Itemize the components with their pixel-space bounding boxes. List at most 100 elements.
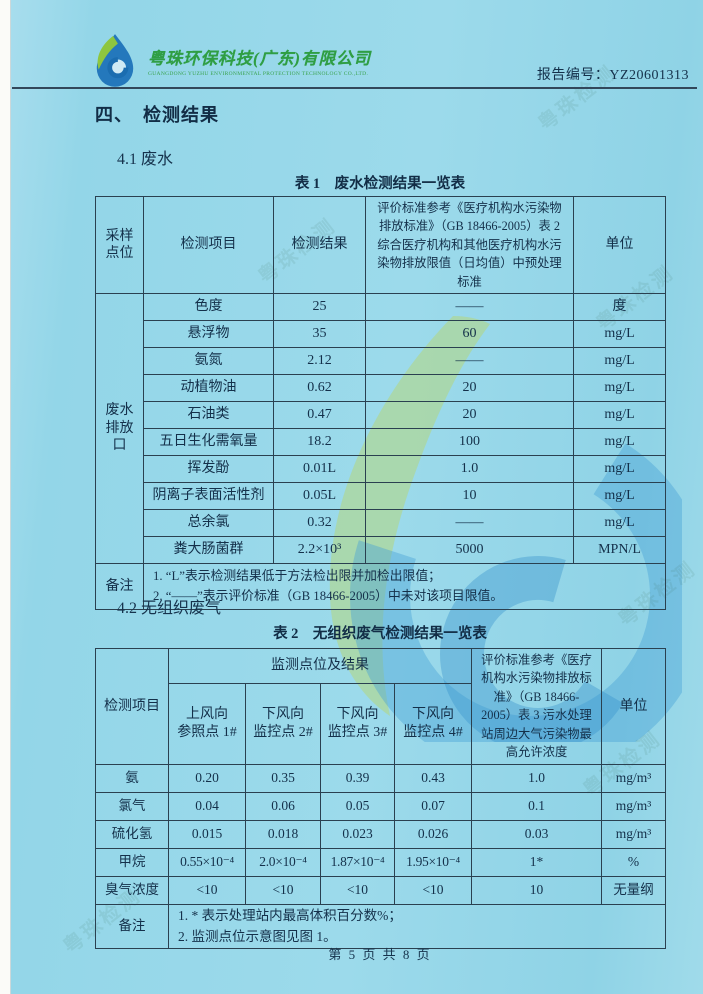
cell-point4: 0.07: [394, 791, 472, 821]
t1-header-sample-point: 采样 点位: [95, 195, 144, 295]
cell-point3: <10: [320, 875, 395, 905]
table-row: 动植物油 0.62 20 mg/L: [96, 374, 666, 403]
table-row: 五日生化需氧量 18.2 100 mg/L: [96, 428, 666, 457]
cell-unit: mg/L: [573, 428, 666, 457]
table-row: 氯气 0.04 0.06 0.05 0.07 0.1 mg/m³: [95, 791, 666, 821]
t2-note-label: 备注: [95, 903, 169, 950]
wastewater-results-table: 采样 点位 检测项目 检测结果 评价标准参考《医疗机构水污染物排放标准》（GB …: [95, 195, 666, 611]
cell-standard: 100: [365, 428, 574, 457]
table-notes-row: 备注 1. * 表示处理站内最高体积百分数%； 2. 监测点位示意图见图 1。: [95, 903, 666, 950]
table-row: 氨 0.20 0.35 0.39 0.43 1.0 mg/m³: [95, 763, 666, 793]
cell-result: 0.62: [273, 374, 366, 403]
cell-unit: 无量纲: [601, 875, 666, 905]
cell-unit: mg/L: [573, 482, 666, 511]
cell-result: 35: [273, 320, 366, 349]
t2-notes: 1. * 表示处理站内最高体积百分数%； 2. 监测点位示意图见图 1。: [168, 903, 666, 950]
fugitive-gas-results-table: 检测项目 监测点位及结果 评价标准参考《医疗机构水污染物排放标准》（GB 184…: [95, 648, 666, 950]
cell-unit: mg/m³: [601, 763, 666, 793]
cell-result: 18.2: [273, 428, 366, 457]
t1-header-item: 检测项目: [143, 195, 274, 295]
cell-item: 甲烷: [95, 847, 169, 877]
cell-unit: %: [601, 847, 666, 877]
table-notes-row: 备注 1. “L”表示检测结果低于方法检出限并加检出限值； 2. “——”表示评…: [95, 563, 666, 611]
cell-item: 臭气浓度: [95, 875, 169, 905]
cell-unit: mg/L: [573, 455, 666, 484]
cell-result: 25: [273, 293, 366, 322]
cell-item: 五日生化需氧量: [143, 428, 274, 457]
t2-note-2: 2. 监测点位示意图见图 1。: [178, 928, 337, 944]
subsection-4-1: 4.1 废水: [117, 151, 174, 168]
table-row: 废水 排放口 色度 25 —— 度: [95, 293, 666, 565]
t2-header-point1: 上风向 参照点 1#: [168, 682, 246, 765]
scan-edge-strip: [0, 0, 11, 994]
cell-item: 阴离子表面活性剂: [143, 482, 274, 511]
cell-standard: 20: [365, 401, 574, 430]
table-row: 粪大肠菌群 2.2×10³ 5000 MPN/L: [96, 536, 666, 565]
t1-note-2: 2. “——”表示评价标准（GB 18466-2005）中未对该项目限值。: [153, 588, 504, 603]
cell-standard: ——: [365, 347, 574, 376]
cell-standard: ——: [365, 293, 574, 322]
t2-header-standard: 评价标准参考《医疗机构水污染物排放标准》（GB 18466-2005）表 3 污…: [471, 648, 602, 765]
cell-standard: 20: [365, 374, 574, 403]
table-row: 石油类 0.47 20 mg/L: [96, 401, 666, 430]
cell-point4: <10: [394, 875, 472, 905]
t1-note-1: 1. “L”表示检测结果低于方法检出限并加检出限值；: [153, 568, 441, 583]
company-name-en: GUANGDONG YUZHU ENVIRONMENTAL PROTECTION…: [148, 71, 369, 77]
cell-point4: 1.95×10⁻⁴: [394, 847, 472, 877]
cell-unit: mg/L: [573, 320, 666, 349]
cell-standard: 1*: [471, 847, 602, 877]
cell-item: 石油类: [143, 401, 274, 430]
cell-item: 动植物油: [143, 374, 274, 403]
cell-standard: 0.1: [471, 791, 602, 821]
page-number: 第 5 页 共 8 页: [328, 947, 432, 962]
header-rule: [12, 87, 697, 89]
cell-point4: 0.026: [394, 819, 472, 849]
t2-header-unit: 单位: [601, 648, 666, 765]
cell-point3: 0.39: [320, 763, 395, 793]
section-title: 四、 检测结果: [95, 105, 219, 125]
cell-standard: 0.03: [471, 819, 602, 849]
table-row: 总余氯 0.32 —— mg/L: [96, 509, 666, 538]
cell-unit: mg/L: [573, 509, 666, 538]
t2-header-item: 检测项目: [95, 648, 169, 765]
cell-item: 粪大肠菌群: [143, 536, 274, 565]
cell-unit: mg/L: [573, 347, 666, 376]
cell-point1: 0.20: [168, 763, 246, 793]
cell-result: 2.12: [273, 347, 366, 376]
table2-caption: 表 2 无组织废气检测结果一览表: [273, 626, 487, 642]
cell-point1: 0.015: [168, 819, 246, 849]
t2-header-point2: 下风向 监控点 2#: [245, 682, 321, 765]
cell-point2: <10: [245, 875, 321, 905]
cell-result: 0.05L: [273, 482, 366, 511]
cell-unit: mg/m³: [601, 791, 666, 821]
table-row: 挥发酚 0.01L 1.0 mg/L: [96, 455, 666, 484]
cell-result: 0.32: [273, 509, 366, 538]
cell-point2: 0.06: [245, 791, 321, 821]
cell-unit: mg/L: [573, 374, 666, 403]
cell-item: 悬浮物: [143, 320, 274, 349]
company-name-cn: 粤珠环保科技(广东)有限公司: [148, 49, 371, 68]
table-row: 氨氮 2.12 —— mg/L: [96, 347, 666, 376]
cell-unit: mg/L: [573, 401, 666, 430]
cell-point1: 0.04: [168, 791, 246, 821]
t2-header-group: 监测点位及结果: [168, 648, 472, 684]
cell-standard: 5000: [365, 536, 574, 565]
cell-point3: 0.023: [320, 819, 395, 849]
cell-standard: 10: [471, 875, 602, 905]
table-row: 甲烷 0.55×10⁻⁴ 2.0×10⁻⁴ 1.87×10⁻⁴ 1.95×10⁻…: [95, 847, 666, 877]
cell-standard: 1.0: [365, 455, 574, 484]
cell-item: 总余氯: [143, 509, 274, 538]
t1-header-unit: 单位: [573, 195, 666, 295]
t2-header-point4: 下风向 监控点 4#: [394, 682, 472, 765]
t1-notes: 1. “L”表示检测结果低于方法检出限并加检出限值； 2. “——”表示评价标准…: [143, 563, 666, 611]
table-row: 硫化氢 0.015 0.018 0.023 0.026 0.03 mg/m³: [95, 819, 666, 849]
cell-result: 0.01L: [273, 455, 366, 484]
report-number: 报告编号：YZ20601313: [536, 68, 689, 83]
t2-note-1: 1. * 表示处理站内最高体积百分数%；: [178, 907, 402, 923]
cell-item: 挥发酚: [143, 455, 274, 484]
cell-point3: 0.05: [320, 791, 395, 821]
cell-item: 氨氮: [143, 347, 274, 376]
t1-header-standard: 评价标准参考《医疗机构水污染物排放标准》（GB 18466-2005）表 2 综…: [365, 195, 574, 295]
cell-point2: 0.35: [245, 763, 321, 793]
t1-sample-point: 废水 排放口: [95, 293, 144, 565]
